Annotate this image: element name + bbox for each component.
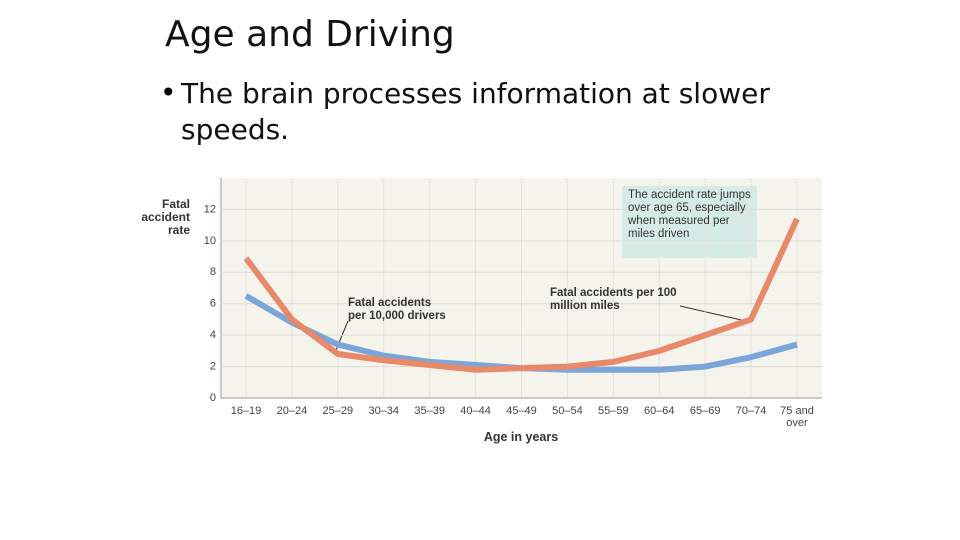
bullet-text: The brain processes information at slowe… — [181, 77, 770, 146]
callout-box — [622, 186, 757, 258]
y-tick-label: 4 — [210, 329, 216, 341]
y-tick-label: 10 — [204, 235, 216, 247]
series-line — [243, 217, 800, 373]
x-tick-label: 16–19 — [230, 405, 262, 417]
y-tick-label: 2 — [210, 360, 216, 372]
callout-text: The accident rate jumps over age 65, esp… — [628, 189, 751, 240]
y-axis-label: Fatal accident rate — [141, 197, 190, 237]
leader-line — [679, 305, 751, 323]
y-tick-label: 0 — [210, 392, 216, 404]
y-tick-label: 12 — [204, 203, 216, 215]
x-tick-label: 65–69 — [689, 405, 721, 417]
y-tick-label: 6 — [210, 298, 216, 310]
series-label: Fatal accidents per 10,000 drivers — [348, 297, 446, 322]
x-tick-label: 55–59 — [598, 405, 629, 417]
x-tick-label: 20–24 — [276, 405, 308, 417]
x-tick-label: 70–74 — [735, 405, 767, 417]
x-tick-label: 30–34 — [368, 405, 400, 417]
x-tick-label: 40–44 — [460, 405, 491, 417]
x-tick-label: 60–64 — [643, 405, 675, 417]
y-tick-label: 8 — [210, 266, 216, 278]
x-tick-label: 25–29 — [322, 405, 354, 417]
x-tick-label: 75 and over — [780, 405, 814, 429]
x-tick-label: 50–54 — [552, 405, 583, 417]
x-tick-label: 35–39 — [414, 405, 445, 417]
series-label: Fatal accidents per 100 million miles — [550, 287, 677, 312]
x-tick-label: 45–49 — [506, 405, 537, 417]
slide-title: Age and Driving — [165, 14, 455, 55]
x-axis-label: Age in years — [483, 430, 559, 444]
bullet-marker: • — [160, 76, 177, 109]
